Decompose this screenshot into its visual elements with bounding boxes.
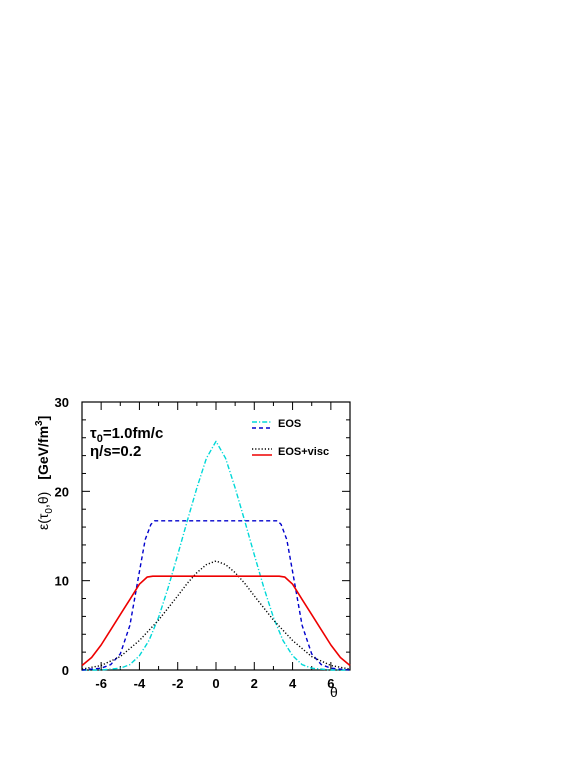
y-axis-label: ε(τ0,θ)[GeV/fm3] — [34, 416, 55, 530]
legend-label-eos-visc: EOS+visc — [278, 446, 329, 458]
series-cyan-dashdot — [82, 440, 350, 671]
annotation-tau: τ0=1.0fm/c — [90, 425, 163, 445]
x-tick-label: 2 — [251, 676, 258, 691]
legend: EOS EOS+visc — [252, 418, 329, 458]
y-tick-label: 30 — [55, 395, 69, 410]
series-layer — [81, 440, 351, 671]
x-tick-label: 4 — [289, 676, 297, 691]
x-tick-label: -4 — [134, 676, 146, 691]
annotation-eta-s: η/s=0.2 — [90, 443, 141, 460]
x-tick-label: 0 — [212, 676, 219, 691]
x-axis-label: θ — [330, 684, 338, 700]
axis-ticks: -6 -4 -2 0 2 4 6 0 10 20 30 — [55, 395, 351, 691]
y-tick-label: 10 — [55, 574, 69, 589]
series-blue-dashed — [81, 520, 351, 671]
x-tick-label: 6 — [327, 676, 334, 691]
x-tick-label: -6 — [95, 676, 107, 691]
series-red-solid — [81, 575, 351, 667]
legend-label-eos: EOS — [278, 418, 301, 430]
x-tick-label: -2 — [172, 676, 184, 691]
y-tick-label: 0 — [62, 663, 69, 678]
y-tick-label: 20 — [55, 484, 69, 499]
series-black-dotted — [81, 560, 351, 670]
